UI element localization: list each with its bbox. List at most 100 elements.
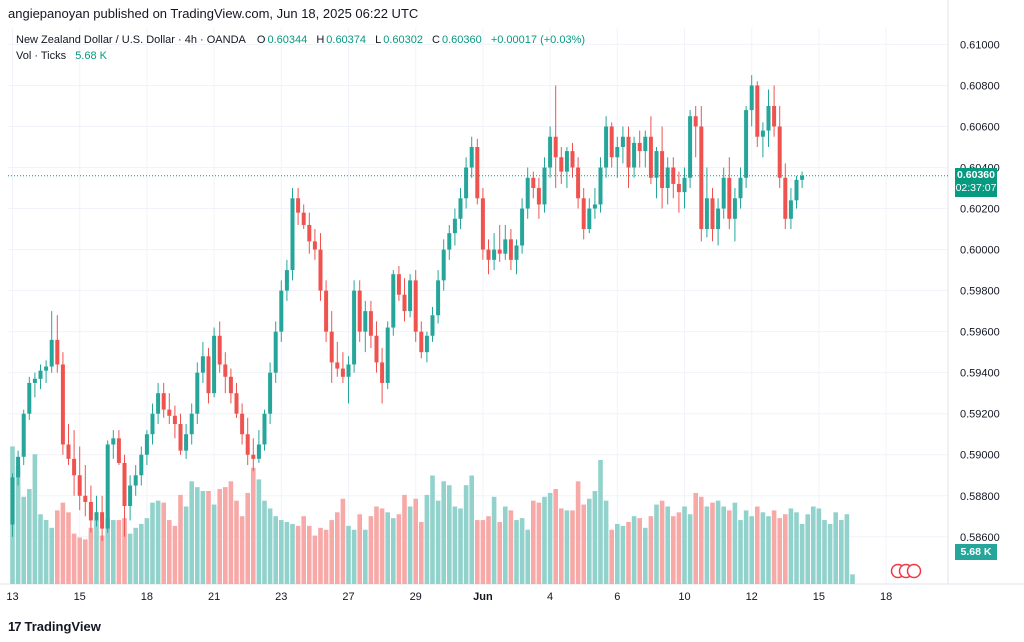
candle-body	[508, 239, 513, 260]
candle-body	[200, 356, 205, 373]
volume-bar	[570, 510, 575, 584]
volume-bar	[195, 487, 200, 584]
candle-body	[262, 413, 267, 445]
candle-body	[72, 458, 77, 476]
volume-bar	[155, 500, 161, 584]
volume-bar	[323, 529, 329, 584]
candle-body	[531, 177, 536, 189]
volume-bar	[206, 491, 211, 584]
volume-bar	[441, 481, 446, 584]
volume-bar	[564, 510, 570, 584]
volume-bar	[363, 529, 368, 584]
volume-bar	[827, 523, 833, 584]
volume-bar	[183, 506, 189, 584]
volume-bar	[648, 516, 654, 584]
economic-event-icon[interactable]	[906, 563, 922, 579]
volume-bar	[710, 502, 715, 584]
volume-bar	[704, 506, 710, 584]
candle-body	[536, 188, 541, 205]
volume-legend: Vol · Ticks 5.68 K	[16, 50, 107, 62]
candle-body	[391, 274, 396, 328]
candle-body	[49, 339, 54, 367]
volume-bar	[687, 514, 693, 584]
candle-body	[772, 105, 777, 127]
candle-body	[469, 146, 474, 168]
candle-body	[133, 475, 138, 486]
volume-bar	[508, 510, 514, 584]
candle-body	[245, 434, 250, 455]
volume-bar	[547, 492, 553, 584]
volume-bar	[732, 502, 738, 584]
symbol-label: New Zealand Dollar / U.S. Dollar · 4h · …	[16, 34, 246, 46]
volume-bar	[447, 485, 452, 584]
candle-body	[783, 177, 788, 219]
volume-bar	[99, 535, 105, 584]
candle-body	[682, 177, 687, 193]
y-tick-label: 0.60000	[960, 245, 1000, 257]
candle-body	[144, 434, 149, 455]
volume-bar	[676, 512, 682, 584]
volume-bar	[351, 529, 357, 584]
volume-bar	[715, 500, 721, 584]
candle-body	[223, 364, 228, 377]
candle-body	[284, 270, 289, 291]
volume-bar	[273, 516, 278, 584]
volume-bar	[469, 475, 474, 584]
candle-body	[553, 136, 558, 158]
candle-body	[581, 198, 586, 230]
volume-bar	[452, 506, 458, 584]
candle-body	[172, 415, 177, 424]
high-value: 0.60374	[326, 34, 367, 46]
candle-body	[324, 290, 329, 332]
candle-body	[77, 475, 82, 496]
volume-bar	[105, 518, 110, 584]
candle-body	[704, 198, 709, 230]
volume-bar	[480, 520, 486, 584]
candle-body	[794, 179, 799, 201]
volume-bar	[839, 520, 844, 584]
volume-bar	[575, 481, 581, 584]
volume-bar	[133, 527, 138, 584]
volume-bar	[682, 506, 687, 584]
candle-body	[374, 335, 379, 363]
x-tick-label: 6	[614, 591, 620, 603]
candle-body	[44, 366, 49, 371]
candle-body	[184, 434, 189, 451]
volume-bar	[318, 527, 323, 584]
candle-body	[111, 438, 116, 445]
volume-bar	[279, 520, 284, 584]
x-tick-label: 21	[208, 591, 220, 603]
volume-bar	[419, 522, 424, 584]
volume-bar	[475, 520, 480, 584]
volume-bar	[116, 520, 122, 584]
volume-bar	[727, 510, 732, 584]
volume-bar	[49, 527, 54, 584]
candle-body	[592, 204, 597, 209]
x-tick-label: 10	[678, 591, 690, 603]
candle-body	[710, 198, 715, 230]
volume-bar	[654, 504, 659, 584]
volume-bar	[721, 506, 726, 584]
volume-bar	[514, 520, 519, 584]
volume-bar	[228, 481, 234, 584]
candle-body	[335, 362, 340, 369]
candle-body	[296, 198, 301, 213]
volume-bar	[172, 525, 178, 584]
tradingview-logo[interactable]: 17 TradingView	[8, 619, 101, 634]
candle-body	[699, 126, 704, 230]
volume-bar	[620, 525, 626, 584]
candle-body	[307, 224, 312, 242]
candle-body	[340, 368, 345, 377]
volume-bar	[391, 518, 396, 584]
volume-bar	[167, 520, 172, 584]
x-tick-label: Jun	[473, 591, 493, 603]
volume-bar	[251, 467, 256, 584]
volume-bar	[659, 500, 665, 584]
candle-body	[10, 477, 15, 525]
candle-body	[788, 200, 793, 219]
volume-bar	[32, 454, 38, 584]
candle-body	[587, 208, 592, 230]
volume-bar	[223, 487, 228, 584]
candle-body	[441, 249, 446, 281]
